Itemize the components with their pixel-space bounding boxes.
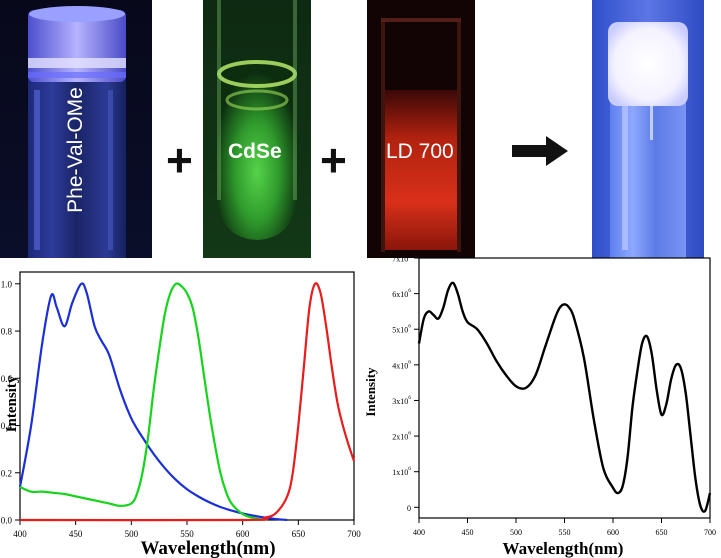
chart-1-xtick-label: 600 xyxy=(236,529,250,539)
chart-1-ytick-label: 0.0 xyxy=(1,516,13,526)
chart-1-series-1-line xyxy=(19,282,266,522)
chart-2-xtick-label: 600 xyxy=(607,528,619,537)
chart-1-xtick-label: 450 xyxy=(69,529,83,539)
chart-2-ytick-label: 3x106 xyxy=(392,395,411,406)
chart-1-xtick-label: 400 xyxy=(13,529,27,539)
chart-1-xtick-label: 500 xyxy=(125,529,139,539)
chart-2-series-0-line xyxy=(417,281,712,513)
chart-1-ytick-label: 1.0 xyxy=(1,279,13,289)
chart-1-ytick-label: 0.8 xyxy=(1,327,13,337)
chart-2-ylabel: Intensity xyxy=(363,367,378,417)
chart-1-ytick-label: 0.6 xyxy=(1,374,13,384)
chart-2-ytick-label: 5x106 xyxy=(392,324,411,335)
chart-emission-spectra: 400 450 500 550 600 650 700 0.0 0.2 0.4 0.6 0.8 1.0 … xyxy=(0,258,361,558)
chart-1-ylabel: Intensity xyxy=(4,375,20,432)
chart-1-ytick-label: 0.4 xyxy=(1,421,13,431)
chart-2-ytick-label: 4x106 xyxy=(392,359,411,370)
chart-1-xtick-label: 700 xyxy=(347,529,361,539)
chart-2-svg: 400 450 500 550 600 650 700 0 1x106 2x106 3x106 4x1… xyxy=(363,253,716,558)
chart-2-ytick-label: 1x106 xyxy=(392,466,411,477)
chart-2-ytick-label: 2x106 xyxy=(392,431,411,442)
chart-1-xtick-label: 650 xyxy=(292,529,306,539)
chart-1-series-2-line xyxy=(19,282,356,522)
chart-2-xtick-label: 400 xyxy=(413,528,425,537)
chart-2-xtick-label: 650 xyxy=(656,528,668,537)
photo-vial-gel xyxy=(592,0,704,258)
chart-1-xlabel: Wavelength(nm) xyxy=(140,538,275,558)
chart-1-xtick-label: 550 xyxy=(180,529,194,539)
chart-1-series-0-line xyxy=(18,282,288,522)
chart-2-xlabel: Wavelength(nm) xyxy=(503,539,624,558)
chart-2-xtick-label: 550 xyxy=(559,528,571,537)
vial-3-label: LD 700 xyxy=(386,140,454,163)
vial-1-label: Phe-Val-OMe xyxy=(64,87,87,213)
photo-vial-ld700 xyxy=(367,0,475,258)
chart-2-xtick-label: 500 xyxy=(510,528,522,537)
vial-2-label: CdSe xyxy=(228,140,282,163)
chart-1-ytick-label: 0.2 xyxy=(1,468,12,478)
chart-2-frame xyxy=(418,257,711,519)
plus-sign-1: + xyxy=(166,134,193,186)
chart-2-xtick-label: 450 xyxy=(462,528,474,537)
chart-2-xtick-label: 700 xyxy=(704,528,716,537)
photo-vial-phe-val-ome xyxy=(0,0,152,258)
chart-2-ytick-label: 6x106 xyxy=(392,288,411,299)
plus-sign-2: + xyxy=(320,134,347,186)
chart-2-ytick-label: 7x106 xyxy=(392,253,411,264)
chart-1-svg: 400 450 500 550 600 650 7000.00.20.40.60.81.0 … xyxy=(1,271,361,558)
right-arrow-icon xyxy=(512,136,568,171)
chart-2-ytick-label: 0 xyxy=(407,504,411,513)
photo-vial-cdse xyxy=(203,0,311,258)
chart-combined-spectrum: 400 450 500 550 600 650 700 0 1x106 2x106 3x106 4x1… xyxy=(360,253,721,558)
